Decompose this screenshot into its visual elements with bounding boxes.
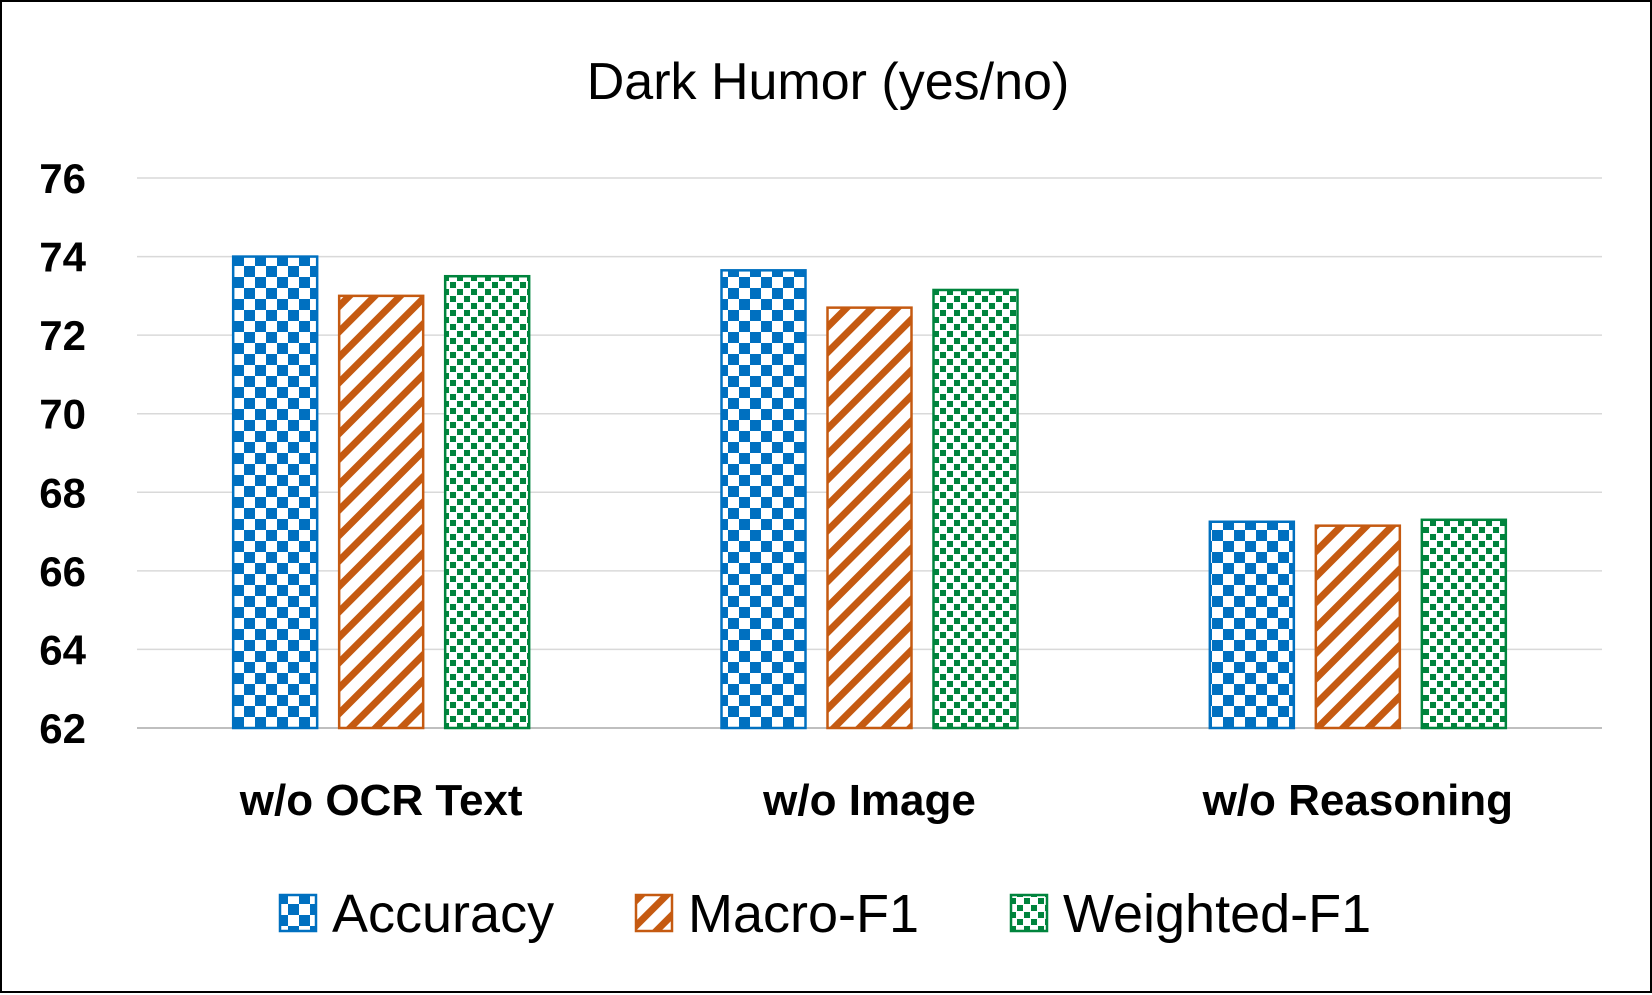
y-axis-ticks: 62 64 66 68 70 72 74 76 bbox=[39, 155, 86, 752]
y-tick-label: 70 bbox=[39, 391, 86, 438]
legend-label: Accuracy bbox=[332, 884, 554, 944]
legend: Accuracy Macro-F1 Weighted-F1 bbox=[278, 884, 1371, 944]
chart-title: Dark Humor (yes/no) bbox=[587, 53, 1070, 111]
x-axis-ticks: w/o OCR Text w/o Image w/o Reasoning bbox=[239, 776, 1513, 825]
legend-swatch-weighted-f1 bbox=[1009, 893, 1049, 933]
y-tick-label: 72 bbox=[39, 312, 86, 359]
x-tick-label: w/o Image bbox=[762, 776, 976, 825]
bar-accuracy-2 bbox=[1208, 520, 1296, 730]
y-tick-label: 66 bbox=[39, 548, 86, 595]
bars bbox=[231, 255, 1508, 730]
y-tick-label: 62 bbox=[39, 705, 86, 752]
y-tick-label: 68 bbox=[39, 469, 86, 516]
bar-macro-f1-1 bbox=[826, 306, 913, 730]
x-tick-label: w/o OCR Text bbox=[239, 776, 523, 825]
y-tick-label: 74 bbox=[39, 234, 86, 281]
x-tick-label: w/o Reasoning bbox=[1202, 776, 1513, 825]
y-tick-label: 76 bbox=[39, 155, 86, 202]
bar-accuracy-1 bbox=[720, 269, 807, 730]
legend-label: Weighted-F1 bbox=[1063, 884, 1371, 944]
bar-weighted-f1-1 bbox=[932, 288, 1019, 730]
legend-swatch-macro-f1 bbox=[634, 893, 674, 933]
legend-label: Macro-F1 bbox=[688, 884, 919, 944]
legend-swatch-accuracy bbox=[278, 893, 318, 933]
bar-accuracy-0 bbox=[231, 255, 319, 730]
bar-weighted-f1-2 bbox=[1420, 518, 1508, 730]
bar-macro-f1-2 bbox=[1314, 524, 1402, 730]
y-tick-label: 64 bbox=[39, 626, 86, 673]
bar-weighted-f1-0 bbox=[443, 274, 531, 730]
bar-macro-f1-0 bbox=[337, 294, 425, 730]
